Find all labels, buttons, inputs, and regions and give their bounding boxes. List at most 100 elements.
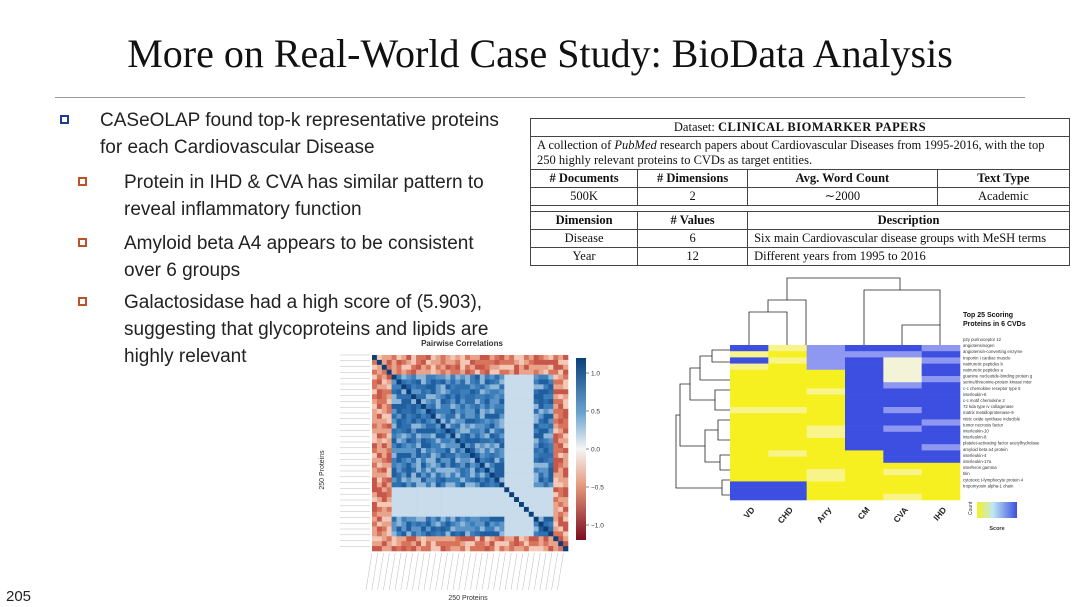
matrix-cell: [470, 531, 476, 537]
matrix-cell: [523, 472, 530, 478]
heatmap-cell: [845, 345, 884, 352]
heatmap-cell: [806, 369, 846, 377]
matrix-cell: [396, 423, 402, 429]
matrix-cell: [504, 492, 510, 498]
matrix-cell: [509, 433, 515, 439]
matrix-cell: [548, 521, 554, 527]
matrix-cell: [450, 492, 456, 498]
col-label-tick: [499, 552, 506, 591]
matrix-cell: [435, 423, 441, 429]
matrix-cell: [372, 462, 378, 468]
matrix-cell: [406, 438, 412, 444]
matrix-cell: [450, 497, 456, 503]
matrix-cell: [474, 541, 481, 547]
matrix-cell: [489, 428, 495, 434]
matrix-cell: [533, 413, 539, 419]
matrix-cell: [519, 418, 525, 424]
matrix-cell: [396, 457, 402, 464]
matrix-cell: [548, 546, 554, 552]
matrix-cell: [465, 502, 471, 508]
protein-label: interleukin-8: [963, 435, 987, 440]
matrix-cell: [474, 404, 481, 410]
matrix-cell: [411, 428, 417, 434]
matrix-cell: [563, 438, 569, 444]
matrix-cell: [558, 359, 564, 366]
matrix-cell: [450, 453, 456, 459]
matrix-cell: [470, 413, 476, 419]
heatmap-cell: [730, 394, 769, 402]
col-label-tick: [510, 552, 518, 591]
matrix-cell: [558, 408, 564, 415]
matrix-cell: [396, 355, 402, 361]
matrix-cell: [543, 536, 549, 542]
matrix-cell: [465, 477, 471, 483]
matrix-cell: [494, 492, 500, 498]
matrix-cell: [499, 546, 505, 552]
colorbar-label: 0.0: [591, 447, 600, 454]
matrix-cell: [543, 546, 549, 552]
matrix-cell: [445, 438, 451, 444]
matrix-cell: [509, 389, 515, 395]
column-label: IHD: [931, 505, 948, 523]
matrix-cell: [376, 374, 383, 380]
matrix-cell: [455, 423, 461, 429]
heatmap-cell: [921, 481, 961, 488]
matrix-cell: [474, 369, 481, 375]
matrix-cell: [494, 457, 500, 464]
matrix-cell: [455, 399, 461, 405]
matrix-cell: [533, 428, 539, 434]
matrix-cell: [460, 418, 466, 424]
heatmap-cell: [845, 431, 884, 439]
matrix-cell: [460, 359, 466, 366]
matrix-cell: [401, 364, 407, 370]
heatmap-cell: [921, 376, 961, 383]
matrix-cell: [396, 413, 402, 419]
matrix-cell: [514, 374, 520, 380]
matrix-cell: [499, 521, 505, 527]
protein-label: nitric oxide synthase inducible: [963, 416, 1021, 421]
matrix-cell: [538, 531, 544, 537]
matrix-cell: [533, 423, 539, 429]
matrix-cell: [543, 443, 549, 449]
matrix-cell: [479, 428, 485, 434]
col-label-tick: [464, 552, 471, 591]
matrix-cell: [484, 472, 490, 478]
header-cell: Text Type: [936, 169, 1071, 188]
matrix-cell: [519, 433, 525, 439]
matrix-cell: [494, 453, 500, 459]
matrix-cell: [474, 423, 481, 429]
matrix-cell: [435, 404, 441, 410]
matrix-cell: [376, 443, 383, 449]
heatmap-cell: [768, 450, 807, 457]
heatmap-cell: [883, 469, 922, 476]
matrix-cell: [523, 379, 530, 385]
col-label-tick: [435, 552, 442, 591]
matrix-cell: [489, 404, 495, 410]
matrix-cell: [421, 423, 427, 429]
matrix-cell: [445, 359, 451, 366]
matrix-cell: [455, 359, 461, 366]
matrix-cell: [445, 546, 451, 552]
matrix-cell: [553, 418, 559, 424]
matrix-cell: [460, 487, 466, 493]
matrix-cell: [430, 443, 436, 449]
matrix-cell: [533, 536, 539, 542]
matrix-cell: [396, 526, 402, 532]
matrix-cell: [538, 502, 544, 508]
matrix-cell: [543, 487, 549, 493]
matrix-cell: [533, 526, 539, 532]
matrix-cell: [455, 438, 461, 444]
matrix-cell: [421, 448, 427, 454]
heatmap-cell: [768, 376, 807, 383]
matrix-cell: [563, 443, 569, 449]
matrix-cell: [558, 413, 564, 419]
matrix-cell: [553, 546, 559, 552]
matrix-cell: [435, 502, 441, 508]
matrix-cell: [470, 516, 476, 522]
heatmap-cell: [806, 357, 846, 364]
matrix-cell: [445, 448, 451, 454]
matrix-cell: [372, 467, 378, 473]
protein-label: p2y purinoceptor 12: [963, 337, 1002, 342]
matrix-cell: [421, 364, 427, 370]
